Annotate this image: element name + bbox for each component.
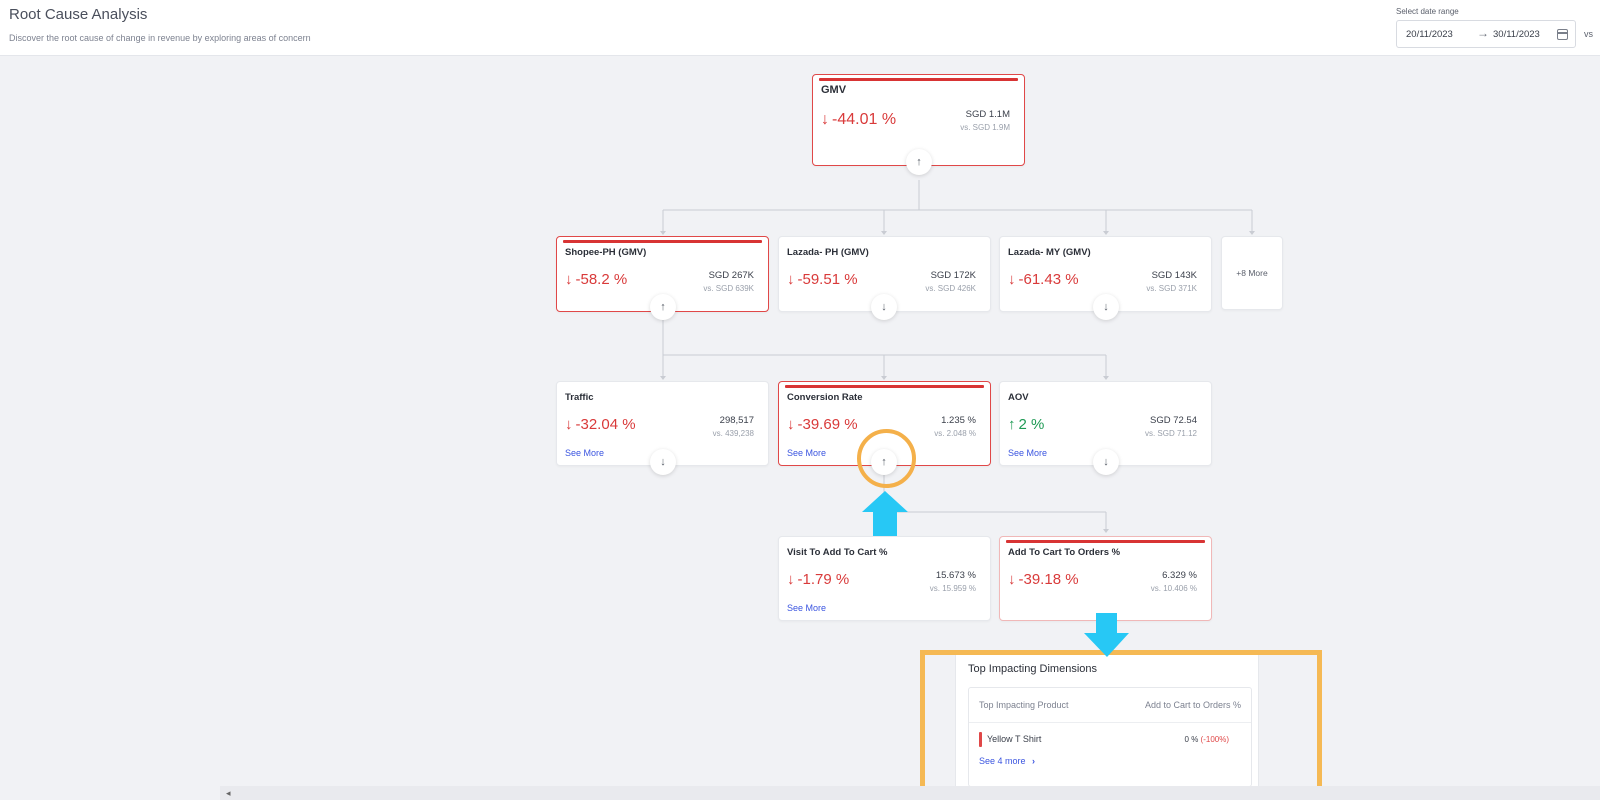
compare-value: vs. SGD 371K: [1146, 284, 1197, 293]
date-start: 20/11/2023: [1406, 29, 1453, 40]
compare-value: vs. SGD 639K: [703, 284, 754, 293]
see-more-dimensions-link[interactable]: See 4 more ›: [979, 756, 1036, 766]
change-percent: ↓ -1.79 %: [787, 571, 850, 588]
alert-bar: [563, 240, 762, 243]
see-more-link[interactable]: See More: [565, 448, 605, 458]
current-value: 15.673 %: [935, 570, 976, 581]
change-percent: ↓ -32.04 %: [565, 416, 636, 433]
compare-value: vs. 439,238: [712, 429, 754, 438]
change-percent: ↓ -59.51 %: [787, 271, 858, 288]
card-title: Visit To Add To Cart %: [787, 547, 888, 558]
change-percent: ↓ -58.2 %: [565, 271, 628, 288]
column-header: Add to Cart to Orders %: [1144, 700, 1241, 710]
change-percent: ↑ 2 %: [1008, 416, 1045, 433]
arrow-down-icon: ↓: [565, 416, 573, 433]
arrow-down-icon: ↓: [787, 271, 795, 288]
compare-value: vs. 10.406 %: [1150, 584, 1197, 593]
page-header: Root Cause Analysis Discover the root ca…: [0, 0, 1600, 56]
see-more-link[interactable]: See More: [787, 448, 827, 458]
expand-toggle-traffic[interactable]: ↓: [650, 449, 676, 475]
date-end: 30/11/2023: [1493, 29, 1540, 40]
change-percent: ↓ -44.01 %: [821, 111, 897, 128]
compare-value: vs. 2.048 %: [934, 429, 976, 438]
dimension-value: 0 % (-100%): [1184, 735, 1229, 744]
expand-toggle-lazada-my[interactable]: ↓: [1093, 294, 1119, 320]
card-title: AOV: [1008, 392, 1029, 403]
more-channels-card[interactable]: +8 More: [1221, 236, 1283, 310]
expand-toggle-aov[interactable]: ↓: [1093, 449, 1119, 475]
card-title: GMV: [821, 84, 847, 96]
date-range-picker[interactable]: 20/11/2023 → 30/11/2023: [1396, 20, 1576, 48]
card-title: Conversion Rate: [787, 392, 863, 403]
compare-value: vs. SGD 426K: [925, 284, 976, 293]
arrow-down-icon: ↓: [787, 571, 795, 588]
card-title: Traffic: [565, 392, 594, 403]
date-range-label: Select date range: [1396, 7, 1459, 16]
arrow-right-icon: →: [1477, 26, 1489, 40]
alert-bar: [1006, 540, 1205, 543]
current-value: SGD 267K: [708, 270, 754, 281]
divider: [969, 722, 1251, 723]
arrow-down-icon: ↓: [821, 111, 829, 128]
change-percent: ↓ -61.43 %: [1008, 271, 1079, 288]
horizontal-scrollbar[interactable]: ◂: [220, 786, 1600, 800]
current-value: 1.235 %: [941, 415, 976, 426]
see-more-link[interactable]: See More: [787, 603, 827, 613]
arrow-down-icon: ↓: [1008, 271, 1016, 288]
collapse-toggle-gmv[interactable]: ↑: [906, 149, 932, 175]
expand-toggle-lazada-ph[interactable]: ↓: [871, 294, 897, 320]
arrow-up-icon: ↑: [1008, 416, 1016, 433]
change-percent: ↓ -39.18 %: [1008, 571, 1079, 588]
current-value: 298,517: [719, 415, 754, 426]
collapse-toggle-shopee-ph[interactable]: ↑: [650, 294, 676, 320]
compare-value: vs. SGD 71.12: [1144, 429, 1197, 438]
arrow-down-icon: ↓: [565, 271, 573, 288]
current-value: 6.329 %: [1162, 570, 1197, 581]
page-title: Root Cause Analysis: [9, 6, 148, 23]
highlight-box: [920, 650, 1322, 796]
driver-card-traffic[interactable]: Traffic ↓ -32.04 % 298,517 vs. 439,238 Se…: [556, 381, 769, 466]
card-title: Shopee-PH (GMV): [565, 247, 647, 258]
current-value: SGD 1.1M: [965, 109, 1010, 120]
arrow-down-icon: ↓: [787, 416, 795, 433]
card-title: Add To Cart To Orders %: [1008, 547, 1121, 558]
calendar-icon[interactable]: [1557, 29, 1568, 40]
current-value: SGD 143K: [1151, 270, 1197, 281]
dimension-name: Yellow T Shirt: [987, 734, 1042, 744]
chevron-right-icon: ›: [1032, 756, 1036, 766]
column-header: Top Impacting Product: [979, 700, 1069, 710]
highlight-circle: [857, 429, 916, 488]
page-subtitle: Discover the root cause of change in rev…: [9, 33, 311, 43]
negative-indicator: [979, 732, 982, 747]
subdriver-card-visit-to-add-to-cart[interactable]: Visit To Add To Cart % ↓ -1.79 % 15.673 %…: [778, 536, 991, 621]
panel-title: Top Impacting Dimensions: [968, 663, 1098, 675]
scroll-left-icon[interactable]: ◂: [226, 788, 231, 798]
compare-label[interactable]: vs: [1584, 29, 1593, 39]
card-title: Lazada- MY (GMV): [1008, 247, 1091, 258]
compare-value: vs. 15.959 %: [929, 584, 976, 593]
alert-bar: [785, 385, 984, 388]
pointer-arrow-up: [862, 491, 908, 536]
card-title: Lazada- PH (GMV): [787, 247, 869, 258]
arrow-down-icon: ↓: [1008, 571, 1016, 588]
current-value: SGD 72.54: [1150, 415, 1197, 426]
gmv-card[interactable]: GMV ↓ -44.01 % SGD 1.1M vs. SGD 1.9M: [812, 74, 1025, 166]
change-percent: ↓ -39.69 %: [787, 416, 858, 433]
alert-bar: [819, 78, 1018, 81]
see-more-link[interactable]: See More: [1008, 448, 1048, 458]
subdriver-card-add-to-cart-to-orders[interactable]: Add To Cart To Orders % ↓ -39.18 % 6.329 …: [999, 536, 1212, 621]
compare-value: vs. SGD 1.9M: [960, 123, 1010, 132]
current-value: SGD 172K: [930, 270, 976, 281]
top-impacting-dimensions-panel: Top Impacting Dimensions Top Impacting P…: [955, 655, 1259, 789]
